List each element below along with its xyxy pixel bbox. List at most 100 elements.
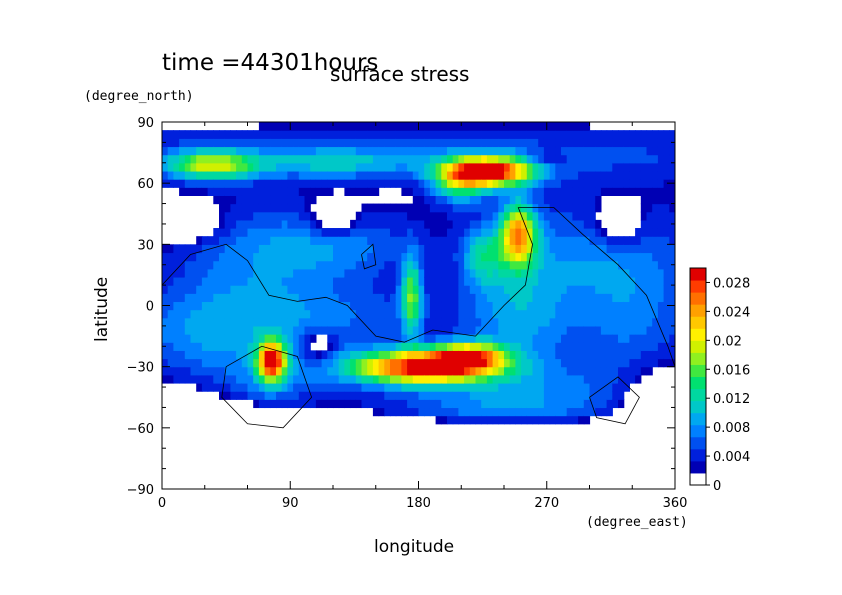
field-cell <box>447 154 454 164</box>
field-cell <box>578 342 585 351</box>
field-cell <box>600 301 608 311</box>
field-cell <box>304 358 311 368</box>
field-cell <box>475 391 482 400</box>
field-cell <box>258 309 266 319</box>
field-cell <box>276 268 283 278</box>
field-cell <box>481 203 488 213</box>
field-cell <box>236 187 243 196</box>
field-cell <box>578 146 585 156</box>
field-cell <box>378 285 385 294</box>
field-cell <box>298 342 306 351</box>
field-cell <box>435 309 442 319</box>
field-cell <box>561 415 568 425</box>
field-cell <box>355 228 363 237</box>
field-cell <box>173 325 180 335</box>
field-cell <box>247 325 254 335</box>
field-cell <box>486 293 494 303</box>
field-cell <box>509 195 516 205</box>
field-cell <box>367 122 374 131</box>
field-cell <box>464 276 471 286</box>
colorbar-tick-label: 0.008 <box>713 421 750 436</box>
field-cell <box>287 260 294 270</box>
field-cell <box>498 203 505 213</box>
field-cell <box>481 236 488 245</box>
field-cell <box>310 293 317 303</box>
field-cell <box>298 366 306 376</box>
field-cell <box>344 179 351 188</box>
field-cell <box>327 382 334 392</box>
field-cell <box>281 358 288 368</box>
field-cell <box>162 285 169 294</box>
field-cell <box>281 260 288 270</box>
field-cell <box>258 170 266 180</box>
x-unit-label: (degree_east) <box>586 515 688 530</box>
field-cell <box>447 260 454 270</box>
field-cell <box>640 285 648 294</box>
field-cell <box>327 236 334 245</box>
field-cell <box>378 203 385 213</box>
field-cell <box>412 219 420 229</box>
field-cell <box>350 219 357 229</box>
field-cell <box>561 268 568 278</box>
field-cell <box>549 162 556 172</box>
field-cell <box>447 138 454 148</box>
field-cell <box>640 130 648 139</box>
field-cell <box>310 228 317 237</box>
colorbar-swatch <box>690 424 706 438</box>
field-cell <box>293 195 300 205</box>
field-cell <box>401 154 408 164</box>
field-cell <box>481 309 488 319</box>
field-cell <box>201 366 209 376</box>
field-cell <box>230 236 237 245</box>
field-cell <box>372 301 380 311</box>
field-cell <box>372 358 380 368</box>
field-cell <box>657 179 665 188</box>
field-cell <box>532 236 539 245</box>
field-cell <box>481 342 488 351</box>
field-cell <box>230 195 237 205</box>
field-cell <box>310 391 317 400</box>
field-cell <box>412 260 420 270</box>
field-cell <box>264 179 271 188</box>
field-cell <box>543 334 551 343</box>
field-cell <box>652 154 659 164</box>
field-cell <box>498 358 505 368</box>
field-cell <box>543 236 551 245</box>
field-cell <box>207 285 214 294</box>
field-cell <box>372 407 380 417</box>
field-cell <box>224 374 231 384</box>
field-cell <box>526 399 534 409</box>
field-cell <box>435 285 442 294</box>
field-cell <box>412 285 420 294</box>
field-cell <box>207 268 214 278</box>
field-cell <box>350 260 357 270</box>
field-cell <box>469 187 477 196</box>
field-cell <box>441 244 448 254</box>
field-cell <box>657 244 665 254</box>
field-cell <box>321 358 328 368</box>
field-cell <box>481 293 488 303</box>
field-cell <box>424 334 431 343</box>
field-cell <box>492 146 499 156</box>
field-cell <box>464 342 471 351</box>
field-cell <box>298 317 306 327</box>
field-cell <box>390 146 397 156</box>
field-cell <box>321 170 328 180</box>
field-cell <box>304 334 311 343</box>
field-cell <box>606 317 613 327</box>
field-cell <box>201 179 209 188</box>
field-cell <box>555 358 562 368</box>
field-cell <box>372 366 380 376</box>
field-cell <box>179 350 186 360</box>
field-cell <box>372 219 380 229</box>
field-cell <box>572 350 579 360</box>
field-cell <box>435 325 442 335</box>
field-cell <box>475 293 482 303</box>
field-cell <box>538 366 545 376</box>
field-cell <box>441 374 448 384</box>
field-cell <box>469 179 477 188</box>
field-cell <box>532 342 539 351</box>
field-cell <box>657 268 665 278</box>
field-cell <box>646 162 653 172</box>
field-cell <box>469 366 477 376</box>
